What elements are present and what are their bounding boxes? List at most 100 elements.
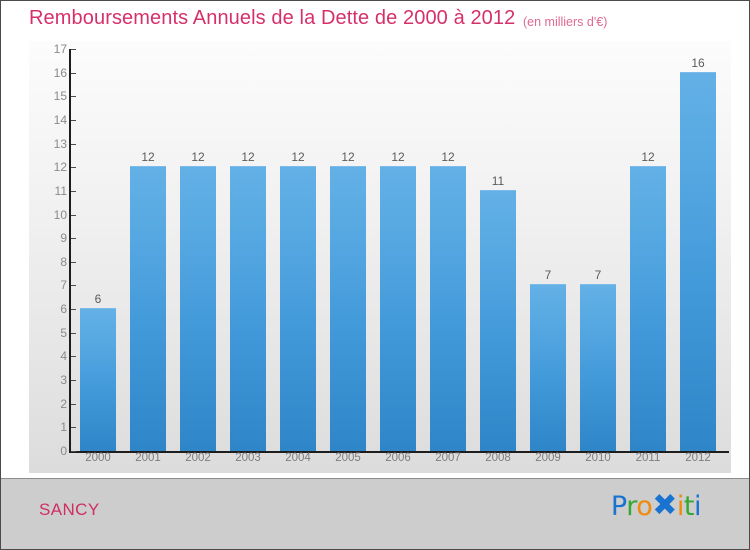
x-axis-tick-label: 2005: [335, 452, 361, 464]
x-axis-tick-label: 2010: [585, 452, 611, 464]
y-axis-tick: [71, 285, 76, 287]
bar-group[interactable]: 16: [673, 41, 723, 451]
bar-group[interactable]: 12: [623, 41, 673, 451]
y-axis-tick-label: 6: [60, 302, 67, 317]
logo-letter: i: [676, 491, 685, 522]
bar[interactable]: [180, 166, 216, 451]
bar[interactable]: [330, 166, 366, 451]
bar-group[interactable]: 12: [373, 41, 423, 451]
y-axis-tick-label: 4: [60, 349, 67, 364]
plot-area: 0 1 2 3 4 5 6 7 8 9 10 11 12 13 14 15 16 17 6 12 12 12 12 12 12…: [29, 41, 731, 473]
bar-value-label: 12: [391, 150, 405, 165]
bar-group[interactable]: 7: [573, 41, 623, 451]
chart-units-subtitle: (en milliers d'€): [523, 15, 608, 29]
y-axis-tick-label: 9: [60, 231, 67, 246]
y-axis-labels: 0 1 2 3 4 5 6 7 8 9 10 11 12 13 14 15 16 17: [29, 41, 67, 473]
bar-group[interactable]: 12: [273, 41, 323, 451]
y-axis-tick: [71, 356, 76, 358]
bar[interactable]: [480, 189, 516, 451]
y-axis-tick-label: 13: [53, 136, 67, 151]
y-axis-line: [69, 49, 71, 451]
y-axis-tick: [71, 214, 76, 216]
bar-group[interactable]: 6: [73, 41, 123, 451]
bar-value-label: 12: [141, 150, 155, 165]
y-axis-tick: [71, 403, 76, 405]
bar[interactable]: [80, 308, 116, 451]
bar[interactable]: [230, 166, 266, 451]
bar-group[interactable]: 11: [473, 41, 523, 451]
bar-value-label: 7: [594, 268, 602, 283]
y-axis-tick: [71, 49, 76, 50]
bar-value-label: 12: [241, 150, 255, 165]
y-axis-tick-label: 15: [53, 89, 67, 104]
y-axis-tick: [71, 119, 76, 121]
title-bar: Remboursements Annuels de la Dette de 20…: [1, 1, 749, 39]
bar-group[interactable]: 12: [423, 41, 473, 451]
bar[interactable]: [680, 71, 716, 451]
bar-value-label: 6: [94, 292, 102, 307]
bar-group[interactable]: 7: [523, 41, 573, 451]
y-axis-tick-label: 11: [54, 183, 67, 198]
bar[interactable]: [130, 166, 166, 451]
bar[interactable]: [580, 284, 616, 451]
entity-name: SANCY: [39, 500, 100, 519]
bar[interactable]: [380, 166, 416, 451]
y-axis-tick: [71, 332, 76, 334]
x-axis-tick-label: 2011: [635, 452, 661, 464]
x-axis-tick-label: 2000: [85, 452, 111, 464]
proxiti-logo[interactable]: Pro✖iti: [611, 488, 702, 523]
x-axis-tick-label: 2001: [135, 452, 161, 464]
y-axis-tick: [71, 261, 76, 263]
bar-value-label: 7: [544, 268, 552, 283]
y-axis-tick-label: 14: [53, 112, 67, 127]
x-axis-tick-label: 2008: [485, 452, 511, 464]
bar-value-label: 12: [641, 150, 655, 165]
x-axis-line: [69, 451, 729, 453]
bar-value-label: 12: [441, 150, 455, 165]
bars-container: 6 12 12 12 12 12 12 12 11 7 7 12 16: [69, 41, 729, 453]
x-axis-labels: 2000 2001 2002 2003 2004 2005 2006 2007 2008 2009…: [69, 452, 729, 475]
y-axis-tick: [71, 96, 76, 98]
bar-value-label: 12: [341, 150, 355, 165]
x-axis-tick-label: 2009: [535, 452, 561, 464]
page-title: Remboursements Annuels de la Dette de 20…: [29, 7, 516, 29]
y-axis-tick-label: 10: [53, 207, 67, 222]
bar-group[interactable]: 12: [123, 41, 173, 451]
y-axis-tick: [71, 427, 76, 429]
y-axis-tick-label: 16: [53, 65, 67, 80]
bar[interactable]: [530, 284, 566, 451]
y-axis-tick: [71, 72, 76, 74]
bar-group[interactable]: 12: [173, 41, 223, 451]
x-axis-tick-label: 2007: [435, 452, 461, 464]
logo-letter: i: [693, 491, 702, 522]
y-axis-tick: [71, 143, 76, 145]
y-axis-tick-label: 2: [60, 396, 67, 411]
bar[interactable]: [430, 166, 466, 451]
bar-group[interactable]: 12: [223, 41, 273, 451]
y-axis-tick: [71, 238, 76, 240]
x-axis-tick-label: 2012: [685, 452, 711, 464]
y-axis-tick-label: 17: [53, 42, 67, 56]
logo-letter: r: [626, 491, 637, 522]
logo-letter: ✖: [652, 488, 677, 523]
bar-group[interactable]: 12: [323, 41, 373, 451]
y-axis-tick-label: 3: [60, 373, 67, 388]
y-axis-tick: [71, 309, 76, 311]
y-axis-tick-label: 8: [60, 254, 67, 269]
bar-value-label: 16: [691, 55, 705, 70]
bar-value-label: 12: [191, 150, 205, 165]
footer-bar: SANCY Pro✖iti: [1, 478, 749, 549]
bar[interactable]: [630, 166, 666, 451]
x-axis-tick-label: 2006: [385, 452, 411, 464]
y-axis-tick: [71, 451, 76, 452]
logo-letter: o: [636, 491, 653, 522]
y-axis-tick: [71, 380, 76, 382]
y-axis-tick: [71, 190, 76, 192]
y-axis-tick-label: 12: [53, 160, 67, 175]
y-axis-tick-label: 7: [60, 278, 67, 293]
y-axis-tick-label: 0: [60, 444, 67, 458]
y-axis-tick: [71, 167, 76, 169]
logo-letter: t: [683, 491, 695, 522]
bar[interactable]: [280, 166, 316, 451]
